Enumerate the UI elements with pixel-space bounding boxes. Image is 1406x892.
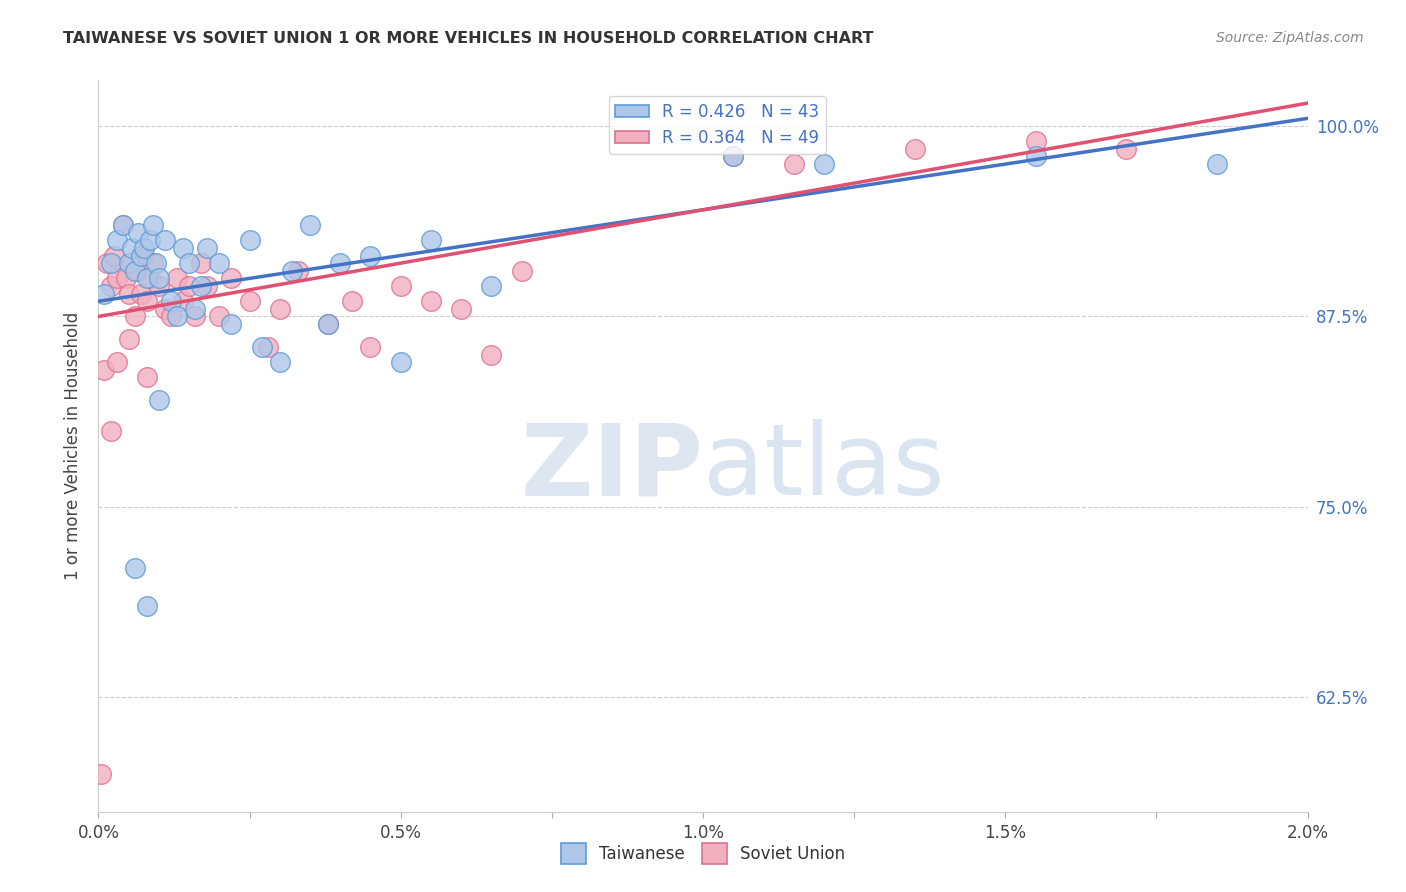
Point bbox=[100, 256, 122, 270]
Point bbox=[153, 233, 176, 247]
Point bbox=[100, 424, 122, 438]
Point bbox=[142, 256, 165, 270]
Point bbox=[103, 248, 125, 262]
Point bbox=[132, 248, 155, 262]
Point bbox=[142, 218, 165, 232]
Point bbox=[510, 264, 533, 278]
Point bbox=[208, 256, 231, 270]
Point bbox=[360, 248, 382, 262]
Point bbox=[121, 256, 143, 270]
Point bbox=[121, 241, 143, 255]
Point bbox=[420, 233, 443, 247]
Point bbox=[239, 294, 262, 309]
Point bbox=[256, 340, 278, 354]
Point bbox=[389, 355, 412, 369]
Point bbox=[145, 256, 167, 270]
Point bbox=[299, 218, 322, 232]
Point bbox=[118, 286, 141, 301]
Point bbox=[184, 310, 207, 324]
Point bbox=[190, 256, 212, 270]
Point bbox=[179, 279, 201, 293]
Point bbox=[105, 271, 128, 285]
Point bbox=[160, 294, 183, 309]
Point bbox=[450, 301, 472, 316]
Point bbox=[184, 301, 207, 316]
Point bbox=[269, 355, 291, 369]
Point bbox=[132, 241, 155, 255]
Point bbox=[481, 279, 503, 293]
Point bbox=[153, 301, 176, 316]
Point bbox=[190, 279, 212, 293]
Point bbox=[221, 317, 243, 331]
Point bbox=[360, 340, 382, 354]
Point bbox=[813, 157, 835, 171]
Point bbox=[129, 248, 152, 262]
Point bbox=[782, 157, 804, 171]
Point bbox=[172, 241, 194, 255]
Text: ZIP: ZIP bbox=[520, 419, 703, 516]
Point bbox=[166, 310, 188, 324]
Point bbox=[723, 149, 745, 163]
Point bbox=[1024, 134, 1046, 148]
Point bbox=[93, 286, 115, 301]
Point bbox=[111, 218, 134, 232]
Point bbox=[420, 294, 443, 309]
Y-axis label: 1 or more Vehicles in Household: 1 or more Vehicles in Household bbox=[65, 312, 83, 580]
Point bbox=[723, 149, 745, 163]
Point bbox=[172, 294, 194, 309]
Point bbox=[118, 256, 141, 270]
Point bbox=[1115, 142, 1137, 156]
Point bbox=[287, 264, 309, 278]
Point bbox=[195, 241, 218, 255]
Point bbox=[135, 294, 157, 309]
Point bbox=[221, 271, 243, 285]
Point bbox=[148, 393, 170, 408]
Point bbox=[135, 370, 157, 384]
Point bbox=[135, 271, 157, 285]
Point bbox=[208, 310, 231, 324]
Text: atlas: atlas bbox=[703, 419, 945, 516]
Point bbox=[250, 340, 273, 354]
Point bbox=[124, 561, 146, 575]
Point bbox=[105, 355, 128, 369]
Point bbox=[127, 264, 149, 278]
Point bbox=[342, 294, 364, 309]
Text: TAIWANESE VS SOVIET UNION 1 OR MORE VEHICLES IN HOUSEHOLD CORRELATION CHART: TAIWANESE VS SOVIET UNION 1 OR MORE VEHI… bbox=[63, 31, 873, 46]
Point bbox=[166, 271, 188, 285]
Point bbox=[139, 271, 162, 285]
Point bbox=[160, 310, 183, 324]
Point bbox=[1206, 157, 1229, 171]
Point bbox=[111, 218, 134, 232]
Point bbox=[139, 233, 162, 247]
Point bbox=[281, 264, 304, 278]
Point bbox=[148, 279, 170, 293]
Point bbox=[269, 301, 291, 316]
Point bbox=[135, 599, 157, 613]
Point bbox=[93, 363, 115, 377]
Point bbox=[389, 279, 412, 293]
Point bbox=[100, 279, 122, 293]
Point bbox=[105, 233, 128, 247]
Point bbox=[127, 226, 149, 240]
Point bbox=[481, 347, 503, 362]
Point bbox=[90, 766, 112, 780]
Point bbox=[179, 256, 201, 270]
Point bbox=[195, 279, 218, 293]
Point bbox=[148, 271, 170, 285]
Point bbox=[316, 317, 339, 331]
Point bbox=[329, 256, 352, 270]
Point bbox=[904, 142, 927, 156]
Point bbox=[96, 256, 118, 270]
Point bbox=[129, 286, 152, 301]
Point bbox=[118, 332, 141, 346]
Point bbox=[114, 271, 136, 285]
Point bbox=[316, 317, 339, 331]
Legend: Taiwanese, Soviet Union: Taiwanese, Soviet Union bbox=[554, 837, 852, 871]
Point bbox=[124, 264, 146, 278]
Legend: R = 0.426   N = 43, R = 0.364   N = 49: R = 0.426 N = 43, R = 0.364 N = 49 bbox=[609, 96, 825, 153]
Text: Source: ZipAtlas.com: Source: ZipAtlas.com bbox=[1216, 31, 1364, 45]
Point bbox=[124, 310, 146, 324]
Point bbox=[1024, 149, 1046, 163]
Point bbox=[239, 233, 262, 247]
